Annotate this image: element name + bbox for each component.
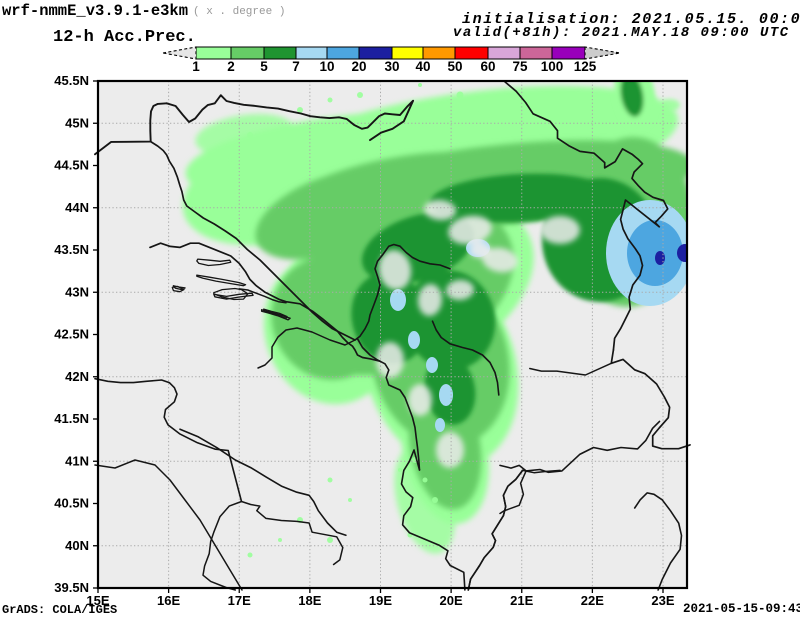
svg-text:22E: 22E <box>581 593 604 608</box>
svg-text:19E: 19E <box>369 593 392 608</box>
svg-text:18E: 18E <box>298 593 321 608</box>
svg-text:20: 20 <box>351 59 366 74</box>
svg-text:125: 125 <box>574 59 597 74</box>
svg-text:12-h Acc.Prec.: 12-h Acc.Prec. <box>53 28 196 47</box>
svg-text:16E: 16E <box>157 593 180 608</box>
svg-text:60: 60 <box>480 59 495 74</box>
svg-text:43N: 43N <box>65 284 89 299</box>
svg-text:7: 7 <box>292 59 300 74</box>
svg-text:GrADS: COLA/IGES: GrADS: COLA/IGES <box>2 603 117 617</box>
svg-text:41N: 41N <box>65 453 89 468</box>
svg-text:2: 2 <box>227 59 235 74</box>
svg-text:2021-05-15-09:43: 2021-05-15-09:43 <box>683 602 800 616</box>
svg-text:45N: 45N <box>65 115 89 130</box>
svg-text:10: 10 <box>319 59 334 74</box>
svg-text:17E: 17E <box>228 593 251 608</box>
svg-text:44N: 44N <box>65 200 89 215</box>
svg-text:45.5N: 45.5N <box>54 73 89 88</box>
svg-text:1: 1 <box>192 59 200 74</box>
svg-text:42.5N: 42.5N <box>54 327 89 342</box>
svg-text:5: 5 <box>260 59 268 74</box>
svg-text:40.5N: 40.5N <box>54 496 89 511</box>
svg-text:30: 30 <box>384 59 399 74</box>
svg-text:20E: 20E <box>440 593 463 608</box>
svg-text:valid(+81h): 2021.MAY.18 09:0: valid(+81h): 2021.MAY.18 09:00 UTC <box>453 25 790 41</box>
svg-text:39.5N: 39.5N <box>54 580 89 595</box>
svg-text:40N: 40N <box>65 538 89 553</box>
svg-text:42N: 42N <box>65 369 89 384</box>
svg-text:43.5N: 43.5N <box>54 242 89 257</box>
svg-text:wrf-nmmE_v3.9.1-e3km: wrf-nmmE_v3.9.1-e3km <box>2 2 188 20</box>
svg-text:23E: 23E <box>651 593 674 608</box>
svg-text:( x . degree ): ( x . degree ) <box>193 6 285 18</box>
svg-text:100: 100 <box>541 59 564 74</box>
svg-text:21E: 21E <box>510 593 533 608</box>
svg-text:44.5N: 44.5N <box>54 158 89 173</box>
svg-text:40: 40 <box>415 59 430 74</box>
svg-text:41.5N: 41.5N <box>54 411 89 426</box>
svg-text:75: 75 <box>512 59 528 74</box>
svg-text:50: 50 <box>447 59 462 74</box>
